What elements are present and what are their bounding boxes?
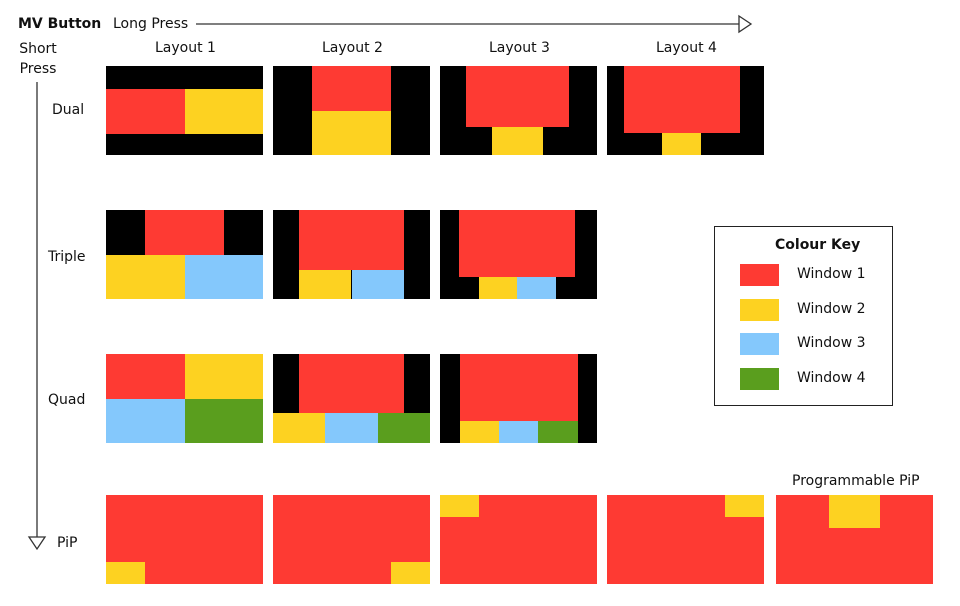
layout-quad-2 bbox=[273, 354, 430, 443]
layout-triple-3 bbox=[440, 210, 597, 299]
row-label-pip: PiP bbox=[57, 535, 78, 551]
window-2-region bbox=[390, 561, 430, 584]
window-2-region bbox=[184, 354, 263, 399]
window-3-swatch bbox=[740, 333, 779, 355]
column-header-layout-1: Layout 1 bbox=[155, 40, 216, 56]
window-1-region bbox=[145, 210, 224, 255]
colour-key-title: Colour Key bbox=[775, 237, 861, 253]
window-1-label: Window 1 bbox=[797, 266, 866, 282]
programmable-pip-label: Programmable PiP bbox=[792, 473, 920, 489]
window-1-region bbox=[465, 66, 569, 127]
window-1-region bbox=[106, 89, 185, 134]
window-3-region bbox=[325, 412, 378, 443]
window-1-region bbox=[312, 66, 391, 111]
window-1-region bbox=[458, 210, 575, 277]
window-4-region bbox=[377, 412, 430, 443]
layout-dual-4 bbox=[607, 66, 764, 155]
column-header-layout-3: Layout 3 bbox=[489, 40, 550, 56]
window-2-region bbox=[299, 270, 352, 299]
layout-triple-2 bbox=[273, 210, 430, 299]
window-2-region bbox=[479, 276, 517, 299]
layout-pip-4 bbox=[607, 495, 764, 584]
window-3-label: Window 3 bbox=[797, 335, 866, 351]
window-3-region bbox=[106, 398, 185, 443]
window-1-region bbox=[299, 210, 404, 271]
layout-pip-5 bbox=[776, 495, 933, 584]
long-press-arrow-icon bbox=[196, 14, 753, 34]
window-1-region bbox=[299, 354, 404, 413]
long-press-label: Long Press bbox=[113, 16, 189, 32]
short-press-label: Short Press bbox=[19, 41, 57, 77]
window-1-region bbox=[106, 354, 185, 399]
window-4-swatch bbox=[740, 368, 779, 390]
short-press-arrow-icon bbox=[27, 82, 47, 551]
window-4-region bbox=[538, 420, 578, 443]
layout-dual-2 bbox=[273, 66, 430, 155]
window-2-region bbox=[661, 132, 702, 155]
window-2-region bbox=[829, 495, 880, 528]
window-2-label: Window 2 bbox=[797, 301, 866, 317]
row-label-quad: Quad bbox=[48, 392, 86, 408]
window-2-region bbox=[273, 412, 326, 443]
window-2-region bbox=[459, 420, 500, 443]
layout-dual-3 bbox=[440, 66, 597, 155]
column-header-layout-4: Layout 4 bbox=[656, 40, 717, 56]
layout-dual-1 bbox=[106, 66, 263, 155]
window-3-region bbox=[499, 420, 539, 443]
window-2-region bbox=[106, 561, 146, 584]
window-2-region bbox=[724, 495, 764, 518]
layout-triple-1 bbox=[106, 210, 263, 299]
window-3-region bbox=[516, 276, 557, 299]
layout-quad-1 bbox=[106, 354, 263, 443]
row-label-triple: Triple bbox=[48, 249, 86, 265]
window-4-label: Window 4 bbox=[797, 370, 866, 386]
column-header-layout-2: Layout 2 bbox=[322, 40, 383, 56]
window-2-region bbox=[106, 254, 185, 299]
window-2-region bbox=[312, 110, 391, 155]
colour-key: Colour Key Window 1 Window 2 Window 3 Wi… bbox=[714, 226, 893, 406]
layout-pip-2 bbox=[273, 495, 430, 584]
layout-pip-3 bbox=[440, 495, 597, 584]
layout-pip-1 bbox=[106, 495, 263, 584]
mv-button-title: MV Button bbox=[18, 16, 102, 32]
window-2-swatch bbox=[740, 299, 779, 321]
window-1-region bbox=[459, 354, 578, 421]
window-2-region bbox=[491, 126, 543, 155]
window-3-region bbox=[351, 270, 404, 299]
window-3-region bbox=[184, 254, 263, 299]
window-2-region bbox=[440, 495, 480, 518]
row-label-dual: Dual bbox=[52, 102, 85, 118]
layout-quad-3 bbox=[440, 354, 597, 443]
window-2-region bbox=[184, 89, 263, 134]
window-1-swatch bbox=[740, 264, 779, 286]
window-1-region bbox=[624, 66, 741, 133]
window-4-region bbox=[184, 398, 263, 443]
